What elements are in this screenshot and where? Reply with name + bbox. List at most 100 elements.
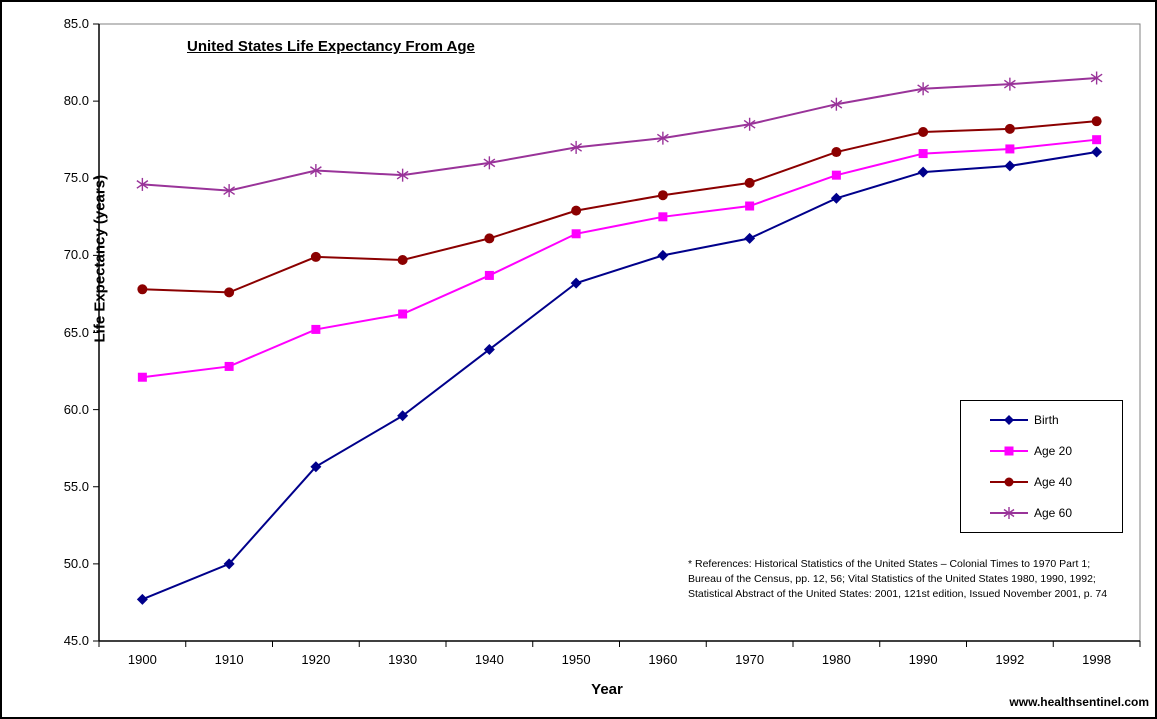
series-age-60-marker-shape	[483, 158, 496, 168]
x-tick-label: 1960	[648, 652, 678, 667]
legend-swatch-age-40-icon	[990, 477, 1028, 487]
series-age-20-marker	[137, 372, 147, 382]
x-tick-label: 1900	[127, 652, 157, 667]
series-age-20-marker-shape	[137, 372, 147, 382]
y-tick-label: 70.0	[63, 247, 89, 263]
series-age-40-marker-shape	[657, 190, 668, 201]
series-age-60-marker-shape	[1090, 73, 1103, 83]
series-age-40-marker-shape	[137, 284, 148, 295]
chart-legend: Birth Age 20 Age 40 Age 60	[960, 400, 1123, 533]
series-birth-marker	[744, 232, 756, 244]
series-age-60-marker	[570, 140, 583, 154]
series-age-40-marker-shape	[310, 251, 321, 262]
series-age-40-marker	[744, 177, 755, 188]
series-line-age-60	[142, 76, 1097, 192]
series-age-40-marker-shape	[831, 147, 842, 158]
series-age-40-marker	[484, 233, 495, 244]
y-tick-label: 45.0	[63, 633, 89, 648]
series-age-60-marker	[1090, 71, 1103, 85]
series-age-40-marker	[310, 251, 321, 262]
series-birth-marker	[310, 461, 322, 473]
plot-border	[98, 23, 1141, 642]
reference-line: * References: Historical Statistics of t…	[688, 558, 1091, 570]
series-birth-marker	[1091, 146, 1103, 158]
series-age-20-marker	[1092, 135, 1102, 145]
series-age-20-marker	[398, 309, 408, 319]
series-age-40-marker-shape	[484, 233, 495, 244]
series-birth-marker	[483, 343, 495, 355]
legend-marker-age-20	[1004, 446, 1014, 456]
series-birth-marker	[657, 249, 669, 261]
series-line-age-20	[142, 138, 1097, 379]
legend-item-age-20: Age 20	[989, 444, 1122, 458]
series-age-20-marker	[224, 361, 234, 371]
website-caption: www.healthsentinel.com	[1009, 695, 1149, 709]
series-birth-marker-shape	[397, 410, 409, 422]
series-birth-marker-shape	[570, 277, 582, 289]
legend-marker-birth	[1004, 415, 1014, 426]
series-birth-marker	[136, 593, 148, 605]
series-age-40-marker-shape	[1004, 123, 1015, 134]
series-age-60-marker	[656, 131, 669, 145]
series-age-40-marker	[831, 147, 842, 158]
series-age-60-marker	[309, 164, 322, 178]
series-age-40-marker-shape	[397, 255, 408, 266]
series-age-20-marker	[831, 170, 841, 180]
series-age-60-marker-shape	[570, 143, 583, 152]
y-tick-label: 55.0	[63, 478, 89, 494]
x-tick-label: 1992	[995, 652, 1025, 667]
x-tick-label: 1920	[301, 652, 331, 667]
series-line-age-40	[142, 120, 1097, 294]
series-age-40-marker-shape	[918, 126, 929, 137]
series-age-40-marker	[224, 287, 235, 298]
series-age-60-marker	[483, 156, 496, 170]
series-age-20-marker-shape	[398, 309, 408, 319]
series-age-40-marker	[918, 126, 929, 137]
references-note: * References: Historical Statistics of t…	[688, 557, 1128, 603]
series-age-60-marker	[223, 184, 236, 198]
y-tick-label: 60.0	[63, 401, 89, 417]
series-age-60-marker	[136, 177, 149, 191]
legend-swatch-birth-icon	[990, 415, 1028, 426]
y-tick-label: 50.0	[63, 555, 89, 571]
series-age-20-marker-shape	[1092, 135, 1102, 145]
y-tick-label: 85.0	[63, 16, 89, 31]
series-age-40-marker	[397, 255, 408, 266]
reference-line: Statistical Abstract of the United State…	[688, 588, 1108, 601]
series-birth-marker	[830, 192, 842, 204]
series-birth-marker-shape	[744, 232, 756, 244]
series-age-60-marker	[1003, 77, 1016, 91]
series-age-20-marker-shape	[1005, 144, 1015, 154]
x-tick-label: 1930	[388, 652, 418, 667]
series-age-20-marker-shape	[311, 324, 321, 334]
series-age-40-marker-shape	[571, 205, 582, 216]
series-age-40-marker-shape	[744, 177, 755, 188]
series-line-birth	[141, 151, 1097, 601]
x-tick-label: 1998	[1082, 652, 1112, 667]
series-age-20-marker-shape	[484, 270, 494, 280]
series-age-20-marker	[745, 201, 755, 211]
legend-marker-age-40	[1004, 477, 1014, 487]
series-age-20-marker	[311, 324, 321, 334]
x-tick-label: 1970	[735, 652, 765, 667]
series-age-20-marker	[571, 229, 581, 239]
series-birth-marker	[570, 277, 582, 289]
chart-title: United States Life Expectancy From Age	[187, 38, 475, 55]
series-age-60-marker-shape	[223, 186, 236, 195]
series-age-20-marker-shape	[831, 170, 841, 180]
series-age-20-marker	[918, 149, 928, 159]
series-age-40-marker	[1004, 123, 1015, 134]
series-age-60-marker-shape	[656, 133, 669, 143]
series-age-60-marker-shape	[917, 84, 930, 94]
x-tick-label: 1910	[214, 652, 244, 667]
series-birth-marker-shape	[310, 461, 322, 473]
series-age-60-marker-shape	[1003, 79, 1016, 89]
series-age-60-marker	[743, 117, 756, 131]
series-age-60-marker	[396, 168, 409, 182]
series-age-20-marker-shape	[745, 201, 755, 211]
legend-swatch-age-60-icon	[990, 506, 1028, 519]
legend-label-age-60: Age 60	[1034, 505, 1073, 520]
series-birth-marker-shape	[136, 593, 148, 605]
series-age-20-marker-shape	[571, 229, 581, 239]
series-birth-marker-shape	[657, 249, 669, 261]
